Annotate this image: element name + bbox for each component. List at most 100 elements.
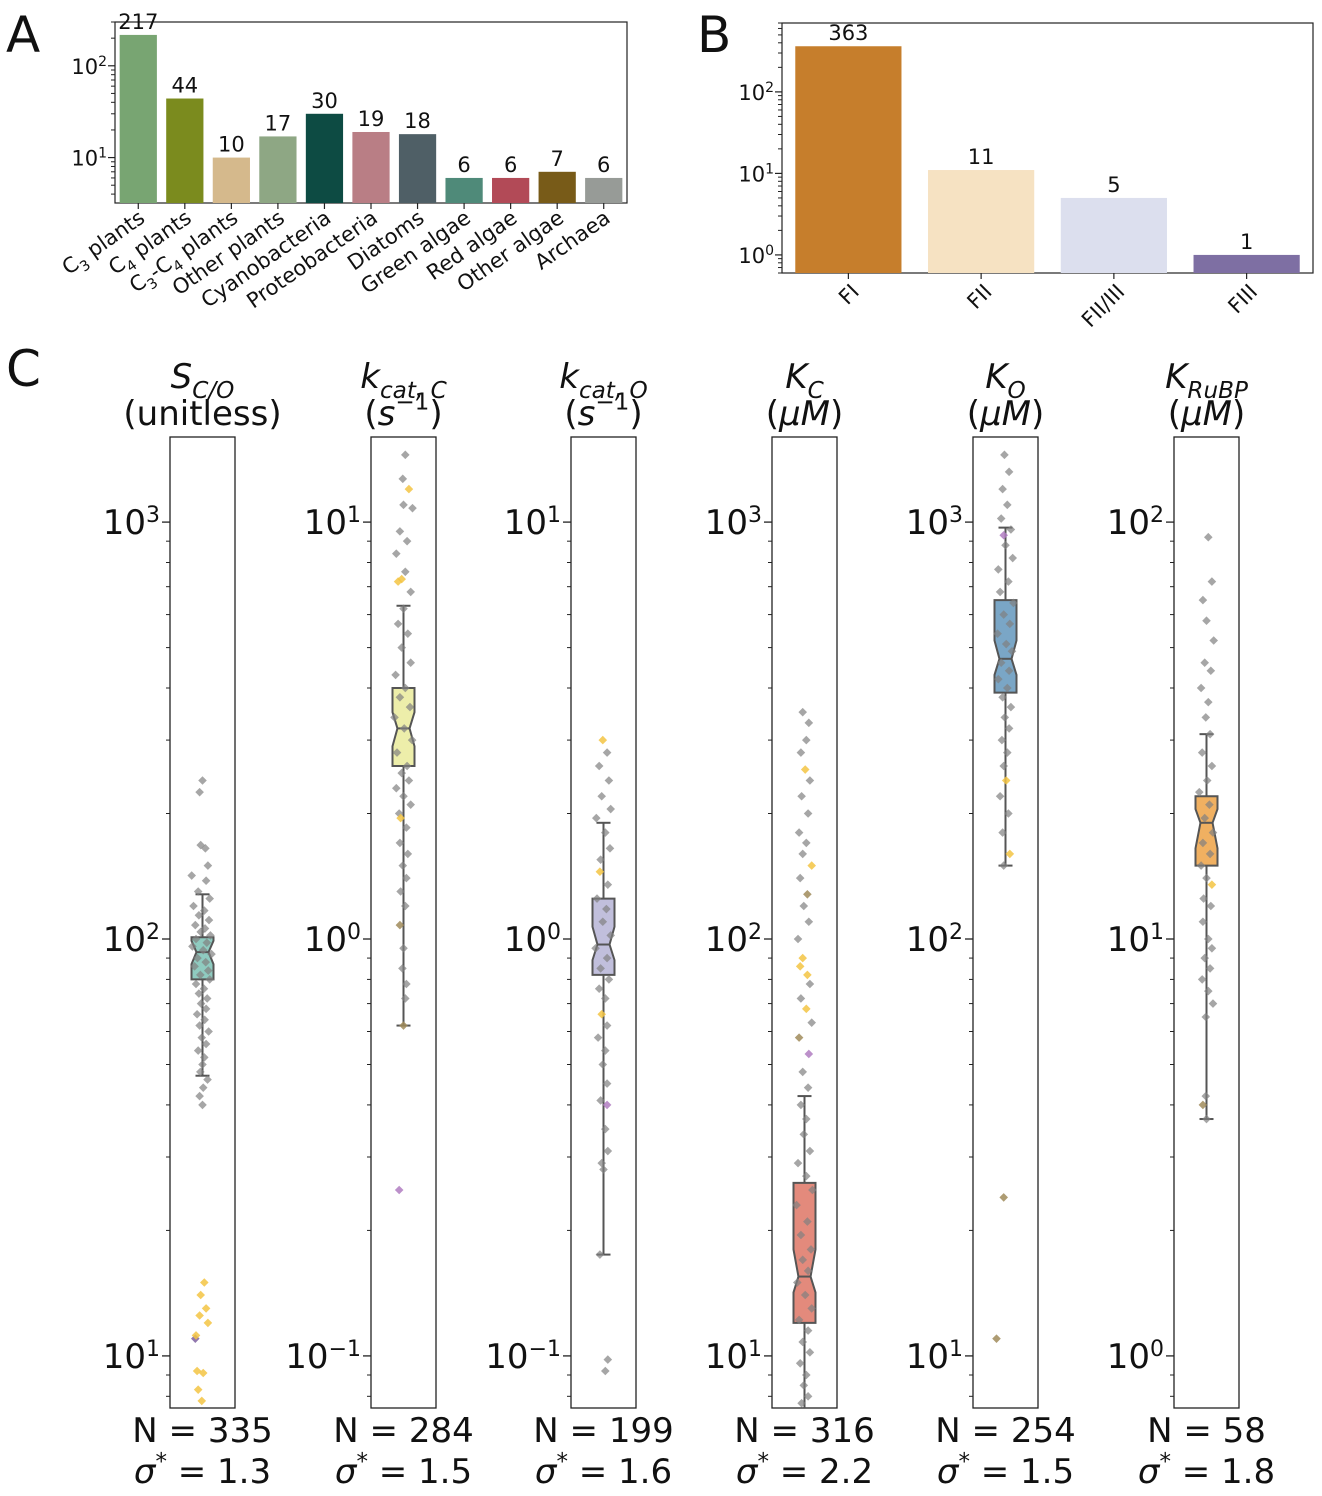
- boxplot-y-tick-label: 101: [705, 1337, 762, 1377]
- boxplot-point: [795, 1359, 805, 1368]
- boxplot-point: [997, 735, 1007, 745]
- boxplot-point: [196, 1067, 205, 1077]
- boxplot-point: [796, 1100, 806, 1110]
- boxplot-point: [1204, 934, 1213, 944]
- boxplot-sigma: σ* = 1.5: [335, 1449, 472, 1492]
- chart-b-x-tick-label: FI: [834, 280, 864, 310]
- boxplot-point: [196, 840, 205, 850]
- boxplot-point: [802, 735, 811, 745]
- boxplot-point: [401, 567, 410, 577]
- chart-b-bar-value: 363: [828, 21, 868, 45]
- boxplot-point: [401, 901, 410, 911]
- chart-b-form-counts: 100 101 102 363 FI 11 FII 5 FII/III 1 FIII: [738, 21, 1314, 332]
- boxplot-point: [204, 915, 214, 925]
- boxplot-point: [397, 768, 406, 778]
- boxplot-point: [805, 776, 815, 785]
- chart-b-x-tick-label: FII: [962, 280, 996, 314]
- boxplot-frame: [370, 436, 437, 1409]
- chart-b-x-tick-label: FII/III: [1077, 280, 1129, 332]
- boxplot-sigma: σ* = 1.3: [134, 1449, 271, 1492]
- boxplot-point: [1207, 880, 1217, 889]
- boxplot-point: [1205, 800, 1214, 809]
- boxplot-sigma: σ* = 2.2: [736, 1449, 873, 1492]
- boxplot-unit: (μM): [1168, 394, 1246, 434]
- boxplot-point: [198, 1083, 208, 1092]
- boxplot-point: [794, 1033, 804, 1042]
- boxplot-point: [198, 1368, 208, 1378]
- boxplot-point: [800, 765, 810, 774]
- boxplot-point: [402, 761, 412, 771]
- boxplot-point: [198, 1100, 207, 1110]
- boxplot-point: [591, 943, 600, 953]
- boxplot-point: [597, 791, 606, 801]
- boxplot-point: [196, 970, 205, 980]
- boxplot-point: [592, 813, 601, 823]
- chart-b-bar: [928, 170, 1035, 273]
- boxplot-point: [1004, 467, 1014, 477]
- chart-a-bar-value: 7: [550, 147, 563, 171]
- boxplot-point: [188, 942, 197, 951]
- chart-a-bar-value: 10: [218, 133, 245, 157]
- boxplot-point: [402, 873, 411, 883]
- boxplot-point: [1205, 849, 1215, 859]
- boxplot-unit: (μM): [967, 394, 1045, 434]
- boxplot-point: [398, 861, 408, 870]
- boxplot-point: [1202, 1114, 1211, 1124]
- boxplot-point: [798, 953, 807, 963]
- chart-b-bar-value: 5: [1107, 173, 1120, 197]
- boxplot-point: [606, 804, 615, 814]
- boxplot-point: [406, 800, 415, 809]
- boxplot-point: [405, 702, 415, 712]
- boxplot-point: [392, 549, 401, 558]
- boxplot-point: [196, 927, 205, 937]
- chart-a-bar: [398, 134, 437, 203]
- chart-b-bar: [795, 46, 902, 273]
- chart-a-y-tick-label: 101: [71, 146, 107, 171]
- boxplot-y-tick-label: 101: [103, 1337, 160, 1377]
- boxplot-point: [201, 957, 211, 967]
- boxplot-y-tick-label: 100: [1107, 1337, 1164, 1377]
- boxplot-point: [391, 670, 400, 680]
- chart-a-bar: [352, 131, 390, 203]
- boxplot-point: [193, 887, 203, 896]
- boxplot-y-tick-label: 101: [906, 1337, 963, 1377]
- boxplot-point: [796, 994, 806, 1003]
- boxplot-point: [601, 994, 610, 1003]
- boxplot-point: [1206, 666, 1216, 676]
- boxplot-point: [395, 920, 405, 930]
- boxplot-point: [799, 1130, 809, 1139]
- boxplot-point: [202, 994, 212, 1003]
- boxplot-point: [407, 735, 417, 745]
- chart-a-bar: [259, 136, 297, 203]
- chart-a-bar: [538, 171, 576, 203]
- boxplot-point: [798, 1255, 807, 1265]
- boxplot-point: [992, 1334, 1001, 1343]
- boxplot-point: [204, 1027, 213, 1036]
- boxplot-point: [199, 984, 209, 993]
- boxplot-y-tick-label: 100: [504, 920, 561, 960]
- boxplot-point: [404, 484, 414, 494]
- boxplot-point: [806, 1245, 816, 1254]
- boxplot-y-tick-label: 10−1: [485, 1337, 561, 1377]
- boxplot-point: [798, 1337, 807, 1347]
- boxplot-point: [399, 500, 408, 510]
- boxplot-point: [808, 1185, 817, 1195]
- boxplot-point: [1006, 702, 1016, 712]
- boxplot-point: [1198, 838, 1208, 848]
- boxplot-point: [596, 1096, 605, 1105]
- boxplot-point: [396, 813, 405, 823]
- boxplot-point: [1200, 658, 1209, 667]
- boxplot-point: [999, 761, 1008, 771]
- boxplot-point: [195, 1311, 204, 1320]
- boxplot-point: [1208, 828, 1218, 837]
- boxplot-point: [392, 748, 402, 757]
- boxplot-point: [1009, 598, 1018, 608]
- boxplot-point: [794, 1315, 804, 1325]
- boxplot-point: [200, 1278, 209, 1287]
- chart-b-y-tick-label: 102: [738, 80, 774, 105]
- boxplot-point: [803, 1392, 813, 1401]
